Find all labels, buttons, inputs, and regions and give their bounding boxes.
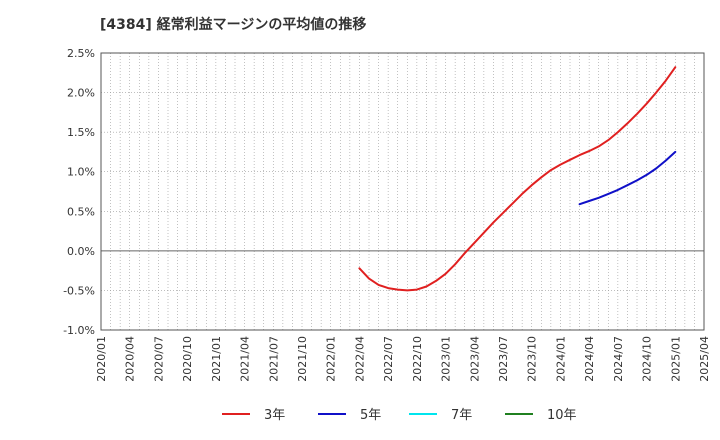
x-tick-label: 2021/10 (296, 336, 309, 382)
legend-label: 10年 (547, 408, 577, 423)
x-tick-label: 2020/01 (95, 336, 108, 382)
legend: 3年 5年 7年 10年 (222, 408, 577, 423)
series-line-5年 (578, 150, 677, 206)
x-tick-label: 2023/10 (526, 336, 539, 382)
x-tick-label: 2025/01 (669, 336, 682, 382)
x-tick-label: 2024/04 (583, 336, 596, 382)
y-tick-label: 2.0% (67, 87, 95, 100)
x-axis: 2020/01 2020/04 2020/07 2020/10 2021/01 2021/… (95, 336, 711, 382)
y-tick-label: 2.5% (67, 47, 95, 60)
series-line-3年 (358, 66, 677, 292)
plot-frame (100, 52, 705, 331)
x-tick-label: 2020/10 (181, 336, 194, 382)
x-tick-label: 2022/01 (325, 336, 338, 382)
x-tick-label: 2024/01 (554, 336, 567, 382)
x-tick-label: 2022/07 (382, 336, 395, 382)
y-tick-label: -1.0% (63, 324, 95, 337)
x-tick-label: 2023/07 (497, 336, 510, 382)
y-tick-label: 1.5% (67, 126, 95, 139)
x-tick-label: 2020/04 (124, 336, 137, 382)
x-tick-label: 2022/04 (353, 336, 366, 382)
x-tick-label: 2021/07 (267, 336, 280, 382)
series-lines (358, 66, 677, 292)
x-tick-label: 2025/04 (698, 336, 711, 382)
legend-label: 7年 (451, 408, 472, 423)
x-tick-label: 2024/07 (612, 336, 625, 382)
y-tick-label: 0.0% (67, 245, 95, 258)
x-tick-label: 2024/10 (641, 336, 654, 382)
x-tick-label: 2023/01 (440, 336, 453, 382)
y-tick-label: 1.0% (67, 166, 95, 179)
y-tick-label: -0.5% (63, 284, 95, 297)
chart-title: [4384] 経常利益マージンの平均値の推移 (100, 17, 367, 33)
x-tick-label: 2021/04 (239, 336, 252, 382)
y-tick-label: 0.5% (67, 205, 95, 218)
legend-label: 3年 (264, 408, 285, 423)
x-tick-label: 2023/04 (468, 336, 481, 382)
x-tick-label: 2021/01 (210, 336, 223, 382)
y-axis: 2.5% 2.0% 1.5% 1.0% 0.5% 0.0% -0.5% -1.0% (63, 47, 95, 337)
grid (101, 52, 704, 331)
x-tick-label: 2020/07 (152, 336, 165, 382)
x-tick-label: 2022/10 (411, 336, 424, 382)
legend-label: 5年 (360, 408, 381, 423)
